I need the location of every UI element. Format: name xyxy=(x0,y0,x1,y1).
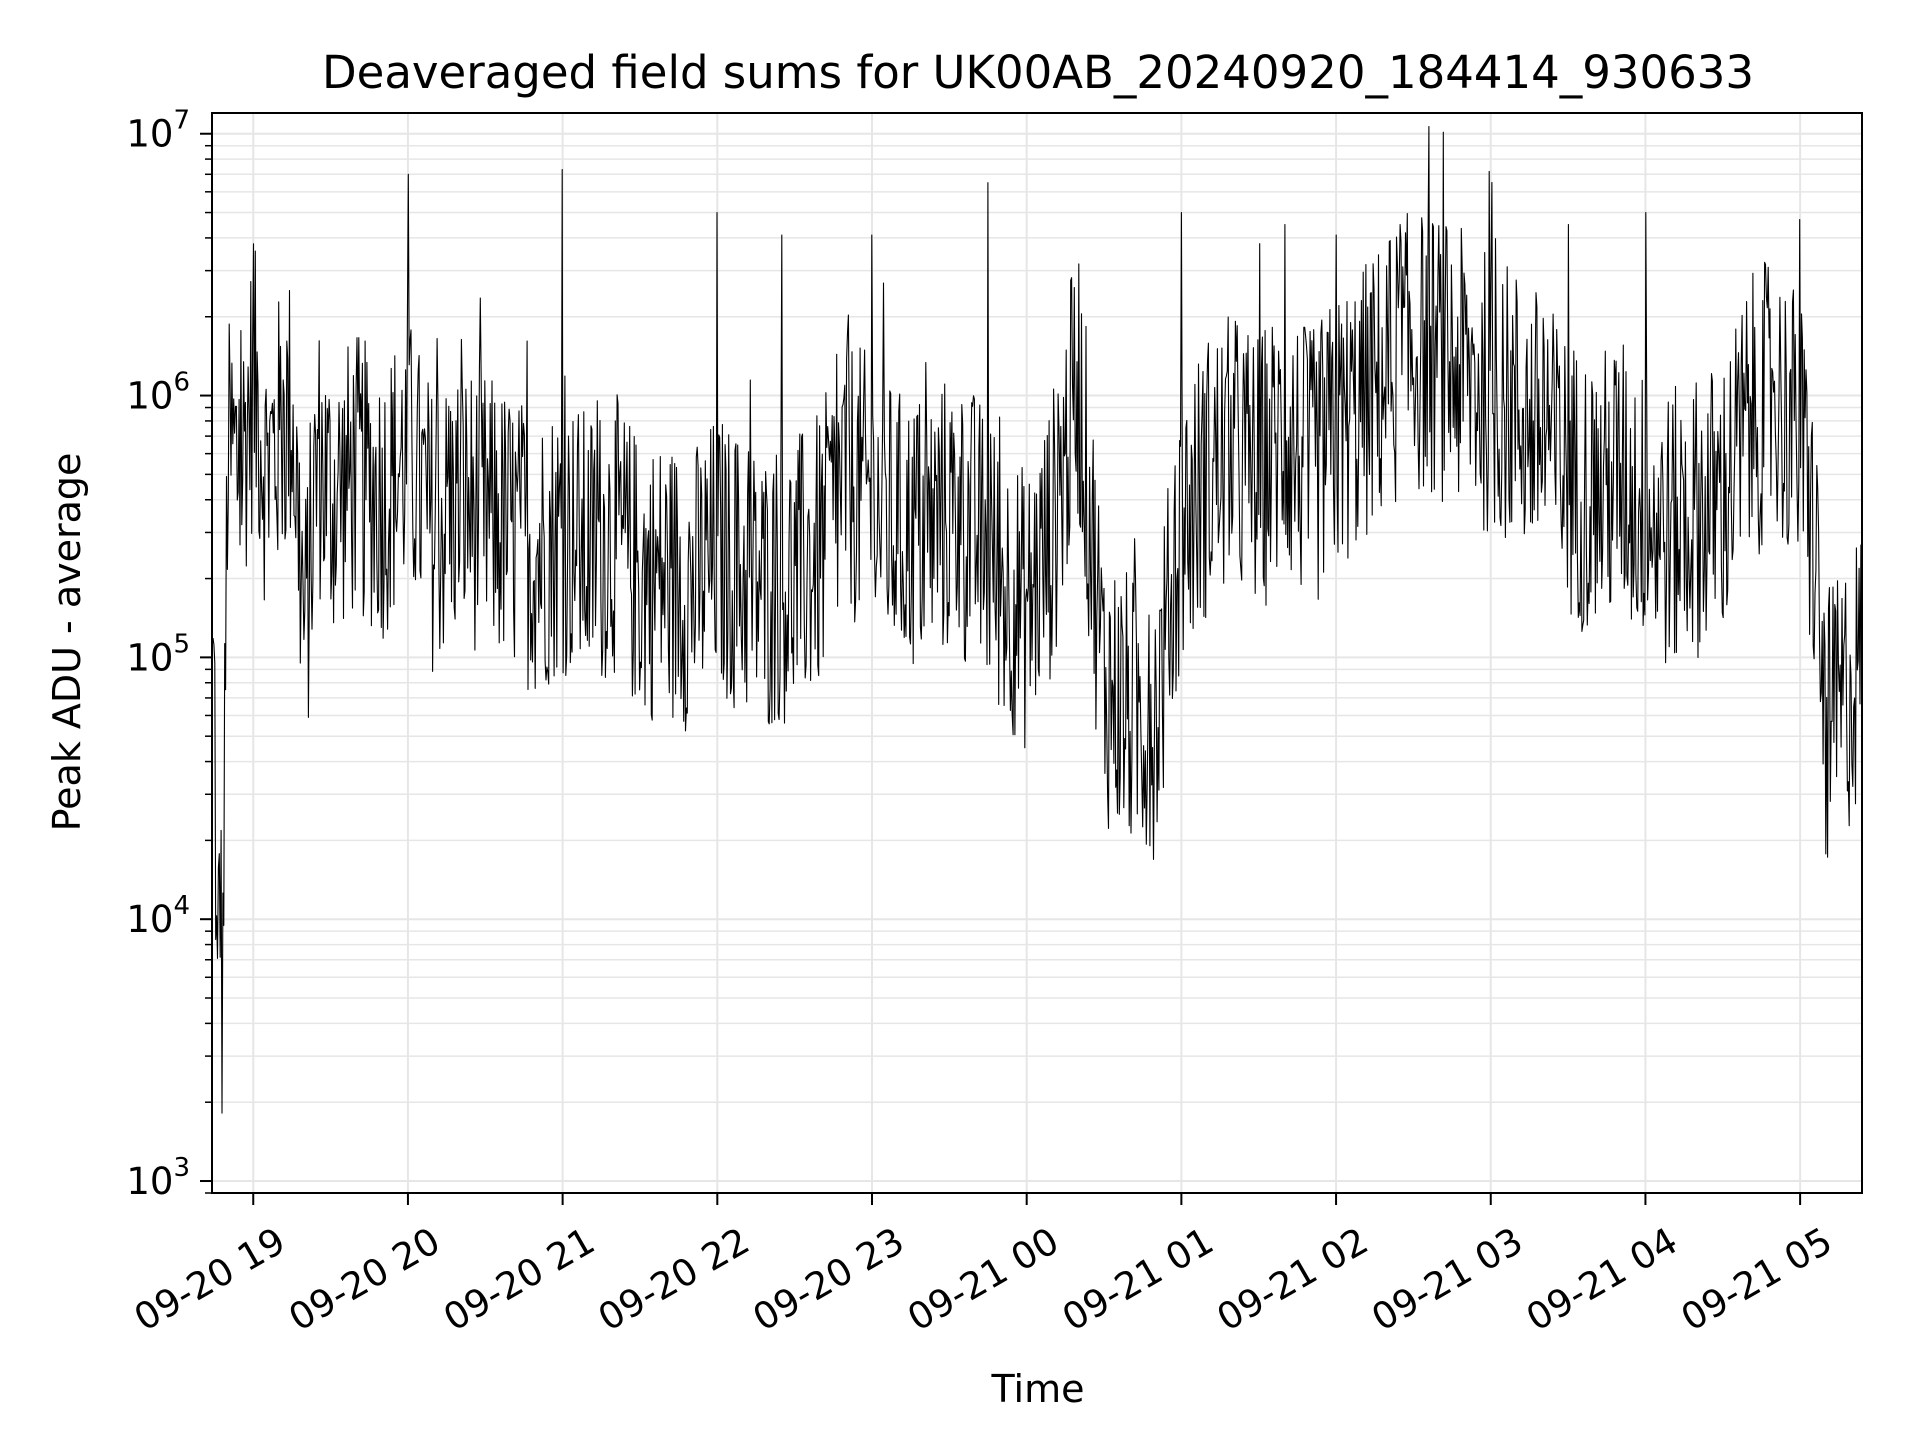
series-line xyxy=(212,126,1862,1114)
y-tick-label: 103 xyxy=(126,1153,190,1203)
x-tick-label: 09-20 23 xyxy=(746,1219,912,1339)
x-tick-label: 09-21 01 xyxy=(1055,1219,1221,1339)
x-tick-label: 09-20 19 xyxy=(127,1219,293,1339)
x-tick-label: 09-21 05 xyxy=(1674,1219,1840,1339)
x-tick-label: 09-20 20 xyxy=(282,1219,448,1339)
x-tick-label: 09-20 21 xyxy=(436,1219,602,1339)
x-tick-label: 09-20 22 xyxy=(591,1219,757,1339)
series-layer xyxy=(212,126,1862,1114)
grid xyxy=(212,113,1862,1194)
x-axis-label: Time xyxy=(991,1367,1085,1411)
x-tick-label: 09-21 03 xyxy=(1364,1219,1530,1339)
y-tick-label: 104 xyxy=(126,891,190,941)
plot-frame xyxy=(211,112,1863,1194)
x-tick-label: 09-21 00 xyxy=(900,1219,1066,1339)
x-tick-label: 09-21 04 xyxy=(1519,1219,1685,1339)
chart-title: Deaveraged field sums for UK00AB_2024092… xyxy=(322,46,1754,99)
y-axis-label: Peak ADU - average xyxy=(45,453,89,832)
y-axis: 103 104 105 106 107 xyxy=(126,106,212,1203)
y-tick-label: 106 xyxy=(126,368,190,418)
y-tick-label: 105 xyxy=(126,629,190,679)
y-tick-label: 107 xyxy=(126,106,190,156)
x-tick-label: 09-21 02 xyxy=(1210,1219,1376,1339)
